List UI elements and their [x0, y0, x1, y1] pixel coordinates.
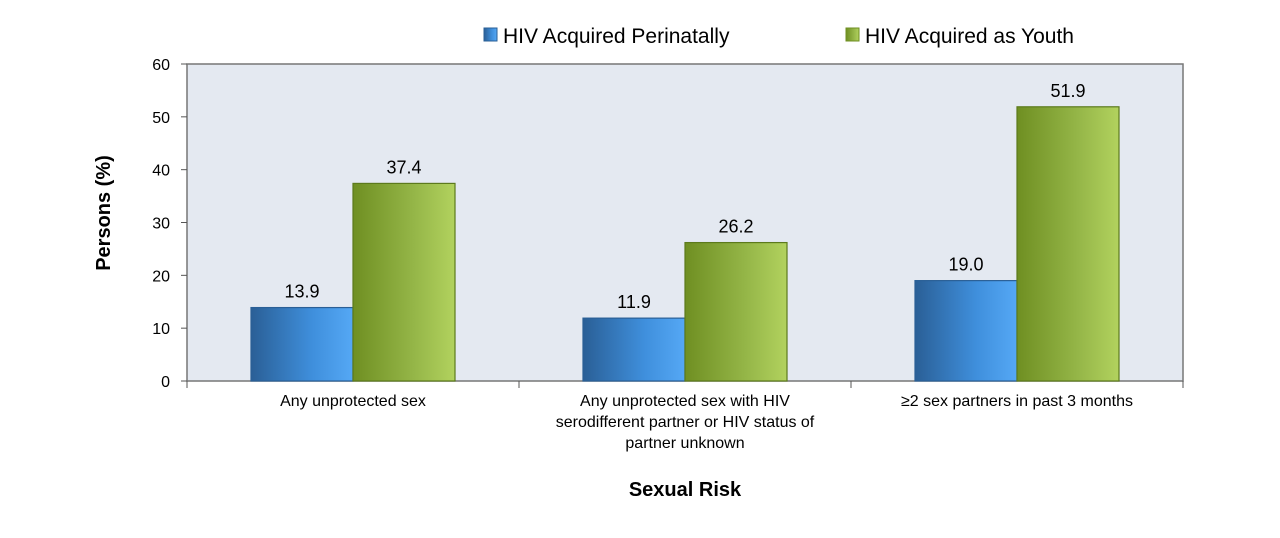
- bar-youth: [684, 241, 788, 382]
- legend-label-perinatal: HIV Acquired Perinatally: [503, 25, 730, 48]
- data-label: 19.0: [948, 255, 983, 275]
- bar-youth: [352, 182, 456, 382]
- y-axis-title: Persons (%): [93, 155, 115, 271]
- x-tick-label: ≥2 sex partners in past 3 months: [901, 393, 1133, 410]
- x-tick-label: serodifferent partner or HIV status of: [556, 414, 815, 431]
- y-tick-label: 20: [152, 268, 170, 285]
- y-tick-label: 10: [152, 321, 170, 338]
- bar-perinatal: [914, 280, 1018, 382]
- x-axis-title: Sexual Risk: [629, 479, 742, 501]
- y-tick-label: 0: [161, 374, 170, 391]
- y-tick-label: 40: [152, 163, 170, 180]
- data-label: 51.9: [1050, 81, 1085, 101]
- legend-swatch-perinatal: [483, 27, 498, 42]
- legend: HIV Acquired Perinatally HIV Acquired as…: [483, 25, 1074, 48]
- x-tick-label: partner unknown: [625, 435, 744, 452]
- data-label: 13.9: [284, 282, 319, 302]
- y-tick-label: 30: [152, 216, 170, 233]
- y-tick-label: 60: [152, 57, 170, 74]
- y-tick-label: 50: [152, 110, 170, 127]
- bar-perinatal: [582, 317, 686, 382]
- data-label: 37.4: [386, 157, 421, 177]
- data-label: 26.2: [718, 217, 753, 237]
- bar-youth: [1016, 106, 1120, 382]
- x-tick-label: Any unprotected sex with HIV: [580, 393, 790, 410]
- x-tick-label: Any unprotected sex: [280, 393, 426, 410]
- data-label: 11.9: [617, 292, 651, 312]
- bar-perinatal: [250, 306, 354, 382]
- legend-swatch-youth: [845, 27, 860, 42]
- legend-label-youth: HIV Acquired as Youth: [865, 25, 1074, 48]
